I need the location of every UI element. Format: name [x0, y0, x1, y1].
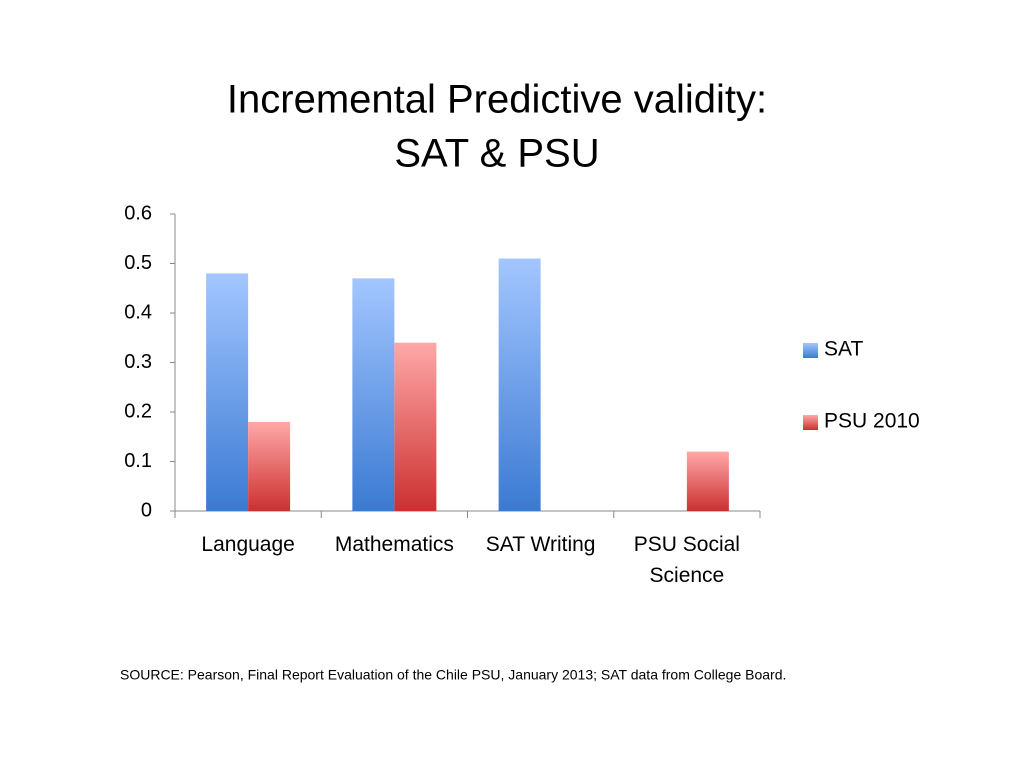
y-tick-label: 0.4 — [124, 301, 152, 323]
chart-title: Incremental Predictive validity: — [227, 78, 767, 122]
bar — [394, 342, 437, 511]
legend-swatch — [803, 415, 818, 430]
y-tick-label: 0.2 — [124, 400, 152, 422]
bar — [686, 451, 729, 511]
y-tick-label: 0.1 — [124, 450, 152, 472]
y-tick-label: 0 — [141, 499, 152, 521]
chart-title: SAT & PSU — [394, 132, 599, 176]
x-tick-label: Language — [201, 533, 295, 556]
y-tick-label: 0.3 — [124, 351, 152, 373]
source-note: SOURCE: Pearson, Final Report Evaluation… — [120, 667, 786, 683]
bar — [352, 278, 395, 511]
legend-label: PSU 2010 — [824, 410, 920, 433]
legend-label: SAT — [824, 338, 863, 361]
y-tick-label: 0.5 — [124, 252, 152, 274]
bar — [248, 421, 291, 511]
y-tick-label: 0.6 — [124, 202, 152, 224]
bar — [498, 258, 541, 511]
bar — [206, 273, 249, 511]
x-tick-label: SAT Writing — [485, 533, 596, 556]
x-tick-label: PSU Social Science — [633, 533, 740, 587]
x-tick-label: Mathematics — [334, 533, 454, 556]
legend-swatch — [803, 343, 818, 358]
